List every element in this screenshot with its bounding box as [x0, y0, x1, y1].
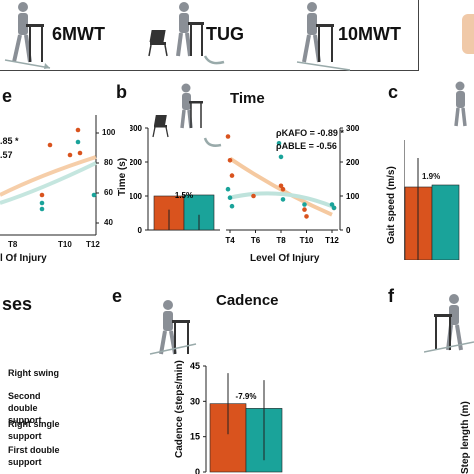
- panel-b-ylabel: Time (s): [117, 157, 128, 196]
- walker-figure-tug-icon: [176, 2, 204, 57]
- x-tick-label: T4: [225, 236, 235, 245]
- scatter-point: [251, 193, 256, 199]
- scatter-point: [77, 150, 83, 156]
- y-tick-label: 100: [130, 192, 143, 201]
- scatter-point: [280, 197, 286, 202]
- panel-a-kafo-points: [39, 127, 83, 198]
- panel-a-xtick: T12: [86, 240, 100, 249]
- scatter-point: [39, 200, 45, 206]
- panel-a-chart: [0, 115, 99, 236]
- panel-a-stat-1: .85 *: [0, 136, 19, 146]
- scatter-point: [39, 206, 45, 212]
- y-tick-label: 0: [195, 467, 200, 474]
- panel-a-xtick: T8: [8, 240, 18, 249]
- bar-annotation: 1.5%: [175, 191, 193, 200]
- header-tug-label: TUG: [206, 24, 244, 44]
- panel-b-return-arrow-icon: [203, 137, 222, 147]
- scatter-point: [329, 202, 335, 207]
- scatter-point: [67, 152, 73, 158]
- walker-figure-10mwt-icon: [296, 2, 351, 71]
- panel-c-walker-icon: [454, 81, 467, 127]
- panel-b-title: Time: [230, 90, 265, 107]
- panel-e-ylabel: Cadence (steps/min): [174, 360, 185, 458]
- y-tick-label: 45: [190, 361, 200, 371]
- panel-c-bar-label: 1.9%: [422, 172, 441, 181]
- header-10mwt-label: 10MWT: [338, 24, 401, 44]
- scatter-point: [278, 183, 284, 189]
- scatter-point: [47, 142, 53, 148]
- y-tick-label: 30: [190, 396, 200, 406]
- panel-b-stat-1: ρKAFO = -0.89 *: [276, 128, 344, 138]
- panel-b-chart: 0 100 200 300 1.5% 0 100 200 300 T4 T6 T8 T10 T12: [130, 124, 360, 245]
- scatter-point: [225, 134, 231, 139]
- panel-f-walker-icon: [424, 294, 474, 353]
- scatter-point: [331, 205, 337, 211]
- panel-a-xlabel-fragment: l Of Injury: [0, 253, 47, 264]
- panel-e-chart: 0 15 30 45 -7.9%: [190, 361, 283, 474]
- x-tick-label: T10: [300, 236, 314, 245]
- y2-tick-label: 0: [346, 226, 351, 235]
- x-tick-label: T8: [276, 236, 286, 245]
- panel-e-walker-icon: [149, 300, 197, 355]
- scatter-point: [229, 173, 235, 178]
- panel-b-walker-icon: [180, 83, 203, 129]
- y2-tick-label: 300: [346, 124, 360, 133]
- panel-b-chair-icon: [152, 115, 169, 138]
- x-tick-label: T6: [251, 236, 261, 245]
- panel-c-ylabel: Gait speed (m/s): [386, 166, 397, 244]
- y-tick-label: 200: [130, 158, 143, 167]
- panel-a-able-points: [39, 139, 97, 212]
- x-tick-label: T12: [325, 236, 339, 245]
- scatter-point: [278, 154, 284, 160]
- panel-a-title-fragment: e: [2, 86, 13, 106]
- scatter-point: [91, 192, 97, 198]
- panel-c-chart: [404, 140, 460, 260]
- panel-d-legend-item: Right swing: [8, 368, 59, 378]
- panel-d-legend-item: First double support: [8, 445, 60, 467]
- panel-a-ytick: 60: [104, 188, 113, 197]
- walker-figure-6mwt-icon: [4, 2, 51, 69]
- panel-a-stat-2: .57: [0, 150, 13, 160]
- bar-annotation: -7.9%: [236, 392, 257, 401]
- scatter-point: [227, 158, 233, 163]
- panel-d-title-fragment: ses: [2, 294, 33, 314]
- panel-a-ytick: 80: [104, 158, 113, 167]
- scatter-point: [302, 207, 307, 212]
- y2-tick-label: 100: [346, 192, 360, 201]
- panel-e-title: Cadence: [216, 292, 279, 309]
- bar-able: [431, 184, 460, 260]
- return-arrow-icon: [203, 55, 225, 65]
- scatter-point: [75, 127, 81, 133]
- panel-a-ytick: 40: [104, 218, 113, 227]
- scatter-point: [302, 202, 307, 207]
- panel-f-ylabel-fragment: Step length (m): [460, 401, 471, 474]
- chair-icon: [148, 30, 168, 57]
- header-6mwt-label: 6MWT: [52, 24, 105, 44]
- panel-a-xtick: T10: [58, 240, 72, 249]
- trend-line-able: [229, 191, 333, 209]
- y-tick-label: 15: [190, 432, 200, 442]
- panel-d-legend-item: Right single support: [8, 419, 60, 441]
- scatter-point: [276, 141, 282, 146]
- panel-c-letter: c: [388, 82, 399, 102]
- y2-tick-label: 200: [346, 158, 360, 167]
- y-tick-label: 0: [138, 226, 143, 235]
- header-band: [0, 0, 419, 71]
- y-tick-label: 300: [130, 124, 143, 133]
- panel-b-letter: b: [116, 82, 127, 102]
- panel-f-letter: f: [388, 286, 394, 306]
- panel-b-stat-2: ρABLE = -0.56: [276, 141, 337, 151]
- panel-e-letter: e: [112, 286, 123, 306]
- scatter-point: [39, 192, 45, 198]
- panel-b-xlabel: Level Of Injury: [250, 253, 320, 264]
- scatter-point: [280, 186, 286, 192]
- scatter-point: [227, 195, 233, 200]
- panel-a-ytick: 100: [102, 128, 116, 137]
- scatter-point: [75, 139, 81, 145]
- scatter-point: [225, 186, 231, 192]
- cropped-figure-icon: [462, 14, 474, 54]
- scatter-point: [304, 214, 309, 219]
- scatter-point: [229, 203, 235, 209]
- panel-d-legend-item: Second double support: [8, 391, 42, 425]
